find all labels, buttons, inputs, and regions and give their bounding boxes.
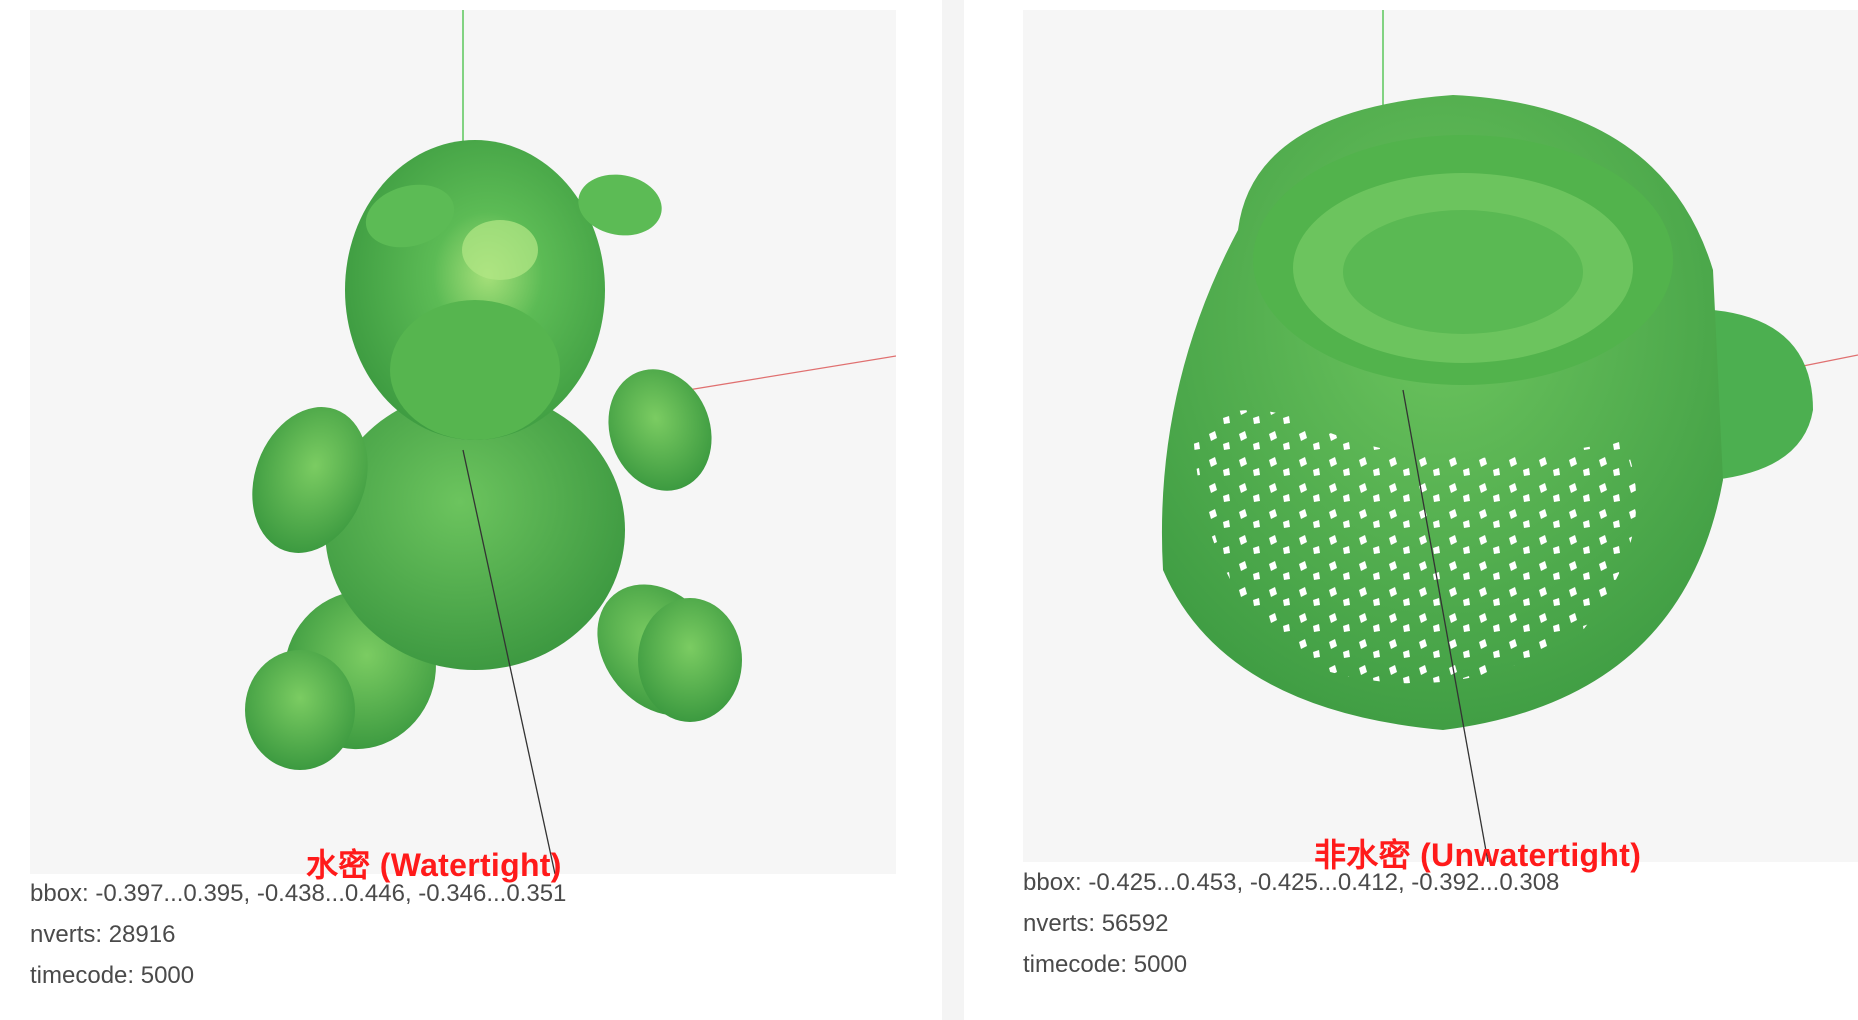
nverts-text: nverts: 56592 — [1023, 910, 1169, 937]
x-axis-line — [687, 355, 896, 391]
mesh-panel-watertight: 水密 (Watertight) bbox: -0.397...0.395, -0… — [30, 10, 896, 996]
z-axis-line — [462, 449, 556, 874]
3d-viewport[interactable] — [1023, 10, 1858, 862]
nverts-text: nverts: 28916 — [30, 921, 176, 948]
mesh-caption: 非水密 (Unwatertight) — [1314, 837, 1642, 873]
3d-viewport[interactable] — [30, 10, 896, 874]
timecode-text: timecode: 5000 — [30, 962, 195, 989]
z-axis-line — [1402, 389, 1489, 862]
mesh-render-bear[interactable] — [30, 10, 896, 874]
mesh-render-cup[interactable] — [1023, 10, 1858, 862]
mesh-info: bbox: -0.425...0.453, -0.425...0.412, -0… — [1023, 862, 1559, 985]
bbox-text: bbox: -0.397...0.395, -0.438...0.446, -0… — [30, 880, 567, 907]
timecode-text: timecode: 5000 — [1023, 951, 1188, 978]
bbox-text: bbox: -0.425...0.453, -0.425...0.412, -0… — [1023, 869, 1560, 896]
mesh-panel-unwatertight: 非水密 (Unwatertight) bbox: -0.425...0.453,… — [964, 0, 1858, 1020]
mesh-caption: 水密 (Watertight) — [306, 847, 562, 883]
mesh-info: bbox: -0.397...0.395, -0.438...0.446, -0… — [30, 873, 566, 996]
panel-divider — [942, 0, 964, 1020]
